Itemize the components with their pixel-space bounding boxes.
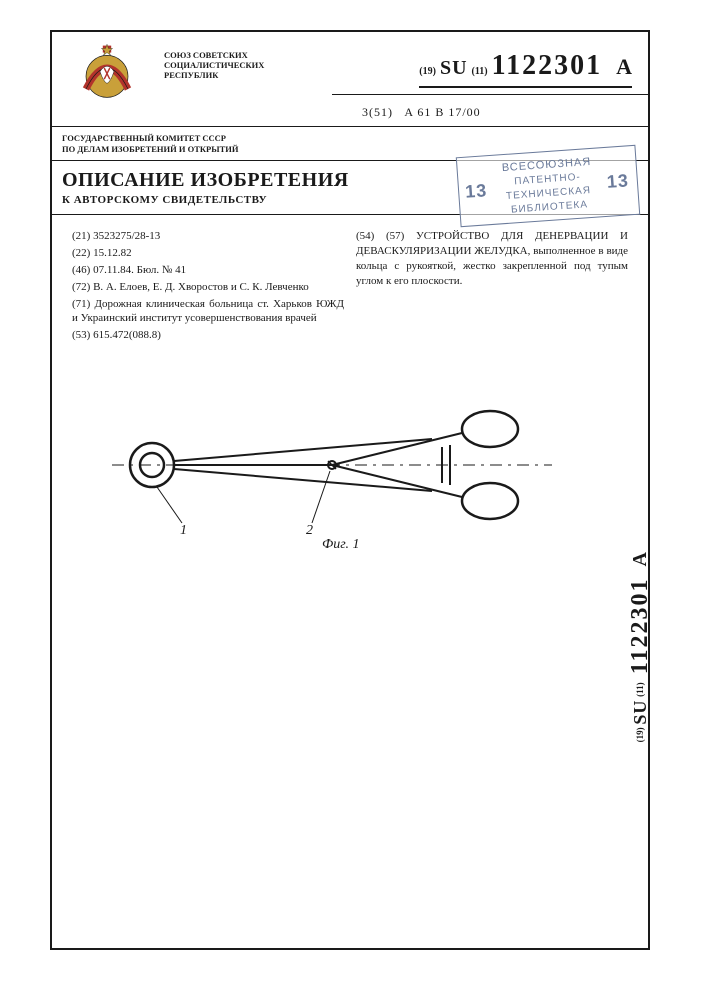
field-21: (21) 3523275/28-13: [72, 229, 344, 244]
committee-line: ГОСУДАРСТВЕННЫЙ КОМИТЕТ СССР: [62, 133, 326, 144]
committee-line: ПО ДЕЛАМ ИЗОБРЕТЕНИЙ И ОТКРЫТИЙ: [62, 144, 326, 155]
republics-line: РЕСПУБЛИК: [164, 70, 332, 80]
country-code: SU: [440, 57, 468, 79]
republics-label: СОЮЗ СОВЕТСКИХ СОЦИАЛИСТИЧЕСКИХ РЕСПУБЛИ…: [162, 32, 332, 126]
code-19: (19): [419, 66, 436, 77]
side-su: SU: [630, 700, 650, 725]
figure-ref-2: 2: [306, 523, 313, 539]
figure-ref-1: 1: [180, 523, 187, 539]
abstract-text: (54) (57) УСТРОЙСТВО ДЛЯ ДЕНЕРВАЦИИ И ДЕ…: [356, 229, 628, 288]
kind-code: A: [616, 54, 632, 79]
republics-line: СОЦИАЛИСТИЧЕСКИХ: [164, 60, 332, 70]
side-publication-label: (19) SU (11) 1122301 A: [627, 552, 654, 742]
header-row: СОЮЗ СОВЕТСКИХ СОЦИАЛИСТИЧЕСКИХ РЕСПУБЛИ…: [52, 32, 648, 127]
figure-1-drawing: [102, 395, 562, 555]
side-19: (19): [635, 727, 645, 742]
side-number: 1122301: [627, 577, 653, 674]
publication-number: (19) SU (11) 1122301 A: [332, 32, 648, 95]
emblem-cell: [52, 32, 162, 126]
patent-page: СОЮЗ СОВЕТСКИХ СОЦИАЛИСТИЧЕСКИХ РЕСПУБЛИ…: [50, 30, 650, 950]
figure-caption: Фиг. 1: [322, 537, 360, 553]
stamp-number: 13: [606, 169, 630, 196]
republics-line: СОЮЗ СОВЕТСКИХ: [164, 50, 332, 60]
side-11: (11): [635, 682, 645, 697]
field-72: (72) В. А. Елоев, Е. Д. Хворостов и С. К…: [72, 280, 344, 295]
committee-label: ГОСУДАРСТВЕННЫЙ КОМИТЕТ СССР ПО ДЕЛАМ ИЗ…: [52, 127, 332, 160]
body-columns: (21) 3523275/28-13 (22) 15.12.82 (46) 07…: [52, 215, 648, 345]
ipc-prefix: 3(51): [362, 105, 393, 119]
right-column: (54) (57) УСТРОЙСТВО ДЛЯ ДЕНЕРВАЦИИ И ДЕ…: [350, 229, 634, 345]
field-53: (53) 615.472(088.8): [72, 328, 344, 343]
field-22: (22) 15.12.82: [72, 246, 344, 261]
library-stamp: ВСЕСОЮЗНАЯ ПАТЕНТНО- ТЕХНИЧЕСКАЯ БИБЛИОТ…: [456, 145, 640, 227]
title-row: ОПИСАНИЕ ИЗОБРЕТЕНИЯ К АВТОРСКОМУ СВИДЕТ…: [52, 160, 648, 215]
code-11: (11): [472, 66, 488, 77]
field-46: (46) 07.11.84. Бюл. № 41: [72, 263, 344, 278]
ipc-code: A 61 B 17/00: [404, 105, 480, 119]
field-71: (71) Дорожная клиническая больница ст. Х…: [72, 297, 344, 327]
figure-area: 1 2 Фиг. 1: [52, 375, 648, 595]
ipc-classification: 3(51) A 61 B 17/00: [332, 95, 648, 126]
patent-number: 1122301: [492, 50, 602, 81]
ussr-emblem-icon: [72, 40, 142, 110]
stamp-number: 13: [464, 179, 488, 206]
side-kind: A: [629, 552, 651, 566]
left-column: (21) 3523275/28-13 (22) 15.12.82 (46) 07…: [66, 229, 350, 345]
